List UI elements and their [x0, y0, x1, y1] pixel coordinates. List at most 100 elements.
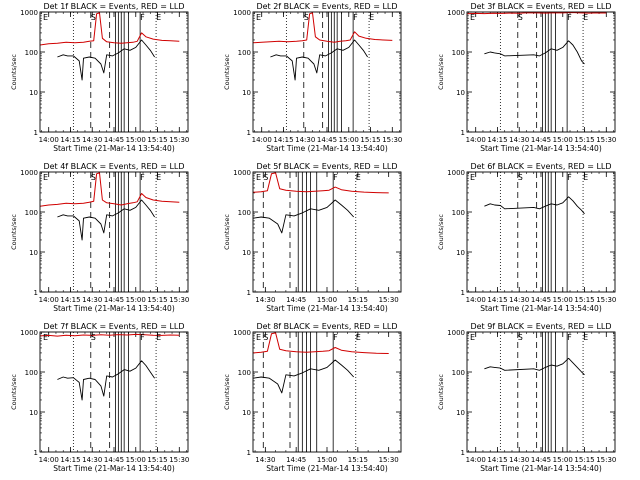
y-tick-label: 100 — [25, 49, 38, 57]
x-tick-label: 15:00 — [339, 136, 359, 144]
x-tick-label: 14:00 — [466, 296, 486, 304]
y-tick-label: 1000 — [20, 9, 38, 17]
x-tick-label: 14:15 — [60, 296, 80, 304]
panel-6: Det 6f BLACK = Events, RED = LLD 1 10 100 10… — [437, 162, 616, 313]
y-tick-label: 10 — [29, 249, 38, 257]
marker-label: E — [470, 173, 475, 182]
event-lines — [499, 172, 584, 292]
marker-label: F — [140, 13, 145, 22]
x-tick-label: 15:00 — [317, 456, 337, 464]
series-group — [253, 12, 393, 81]
y-tick-label: 1 — [247, 289, 251, 297]
marker-label: E — [470, 13, 475, 22]
panel-title: Det 4f BLACK = Events, RED = LLD — [43, 162, 184, 171]
y-tick-label: 1 — [247, 449, 251, 457]
y-tick-label: 100 — [452, 369, 465, 377]
x-tick-label: 15:00 — [126, 136, 146, 144]
marker-label: F — [353, 13, 358, 22]
events-rate-line — [253, 359, 355, 394]
y-axis-label: Counts/sec — [437, 214, 445, 250]
event-lines — [499, 332, 584, 452]
marker-label: E — [470, 333, 475, 342]
y-tick-label: 1000 — [233, 169, 251, 177]
plot-frame — [252, 171, 402, 293]
panel-title: Det 1f BLACK = Events, RED = LLD — [43, 2, 184, 11]
y-tick-label: 1 — [461, 449, 465, 457]
lld-rate-line — [40, 12, 180, 46]
plot-frame — [466, 331, 616, 453]
x-tick-label: 15:15 — [147, 456, 167, 464]
lld-rate-line — [467, 12, 607, 15]
y-tick-label: 100 — [238, 369, 251, 377]
y-tick-label: 100 — [238, 49, 251, 57]
x-tick-label: 14:00 — [39, 296, 59, 304]
marker-label: F — [567, 333, 572, 342]
panel-4: Det 4f BLACK = Events, RED = LLD 1 10 100 10… — [10, 162, 189, 313]
y-tick-label: 1000 — [447, 169, 465, 177]
y-axis-label: Counts/sec — [223, 54, 231, 90]
marker-label: E — [583, 13, 588, 22]
y-tick-label: 1 — [34, 449, 38, 457]
marker-label: F — [333, 333, 338, 342]
series-group — [40, 12, 180, 81]
x-tick-label: 14:30 — [82, 296, 102, 304]
lld-rate-line — [40, 172, 180, 207]
x-axis-label: Start Time (21-Mar-14 13:54:40) — [480, 144, 602, 153]
marker-label: E — [369, 13, 374, 22]
panel-3: Det 3f BLACK = Events, RED = LLD 1 10 100 10… — [437, 2, 616, 153]
y-tick-label: 1000 — [447, 9, 465, 17]
y-tick-label: 100 — [25, 369, 38, 377]
plot-frame — [39, 11, 189, 133]
marker-label: F — [333, 173, 338, 182]
marker-label: E — [43, 13, 48, 22]
marker-label: S — [518, 13, 523, 22]
x-tick-label: 15:30 — [596, 136, 616, 144]
x-tick-label: 15:00 — [126, 296, 146, 304]
marker-label: S — [518, 333, 523, 342]
x-tick-label: 15:15 — [348, 296, 368, 304]
events-rate-line — [484, 357, 585, 376]
y-tick-label: 10 — [242, 249, 251, 257]
y-tick-label: 10 — [29, 89, 38, 97]
y-tick-label: 10 — [242, 409, 251, 417]
panel-5: Det 5f BLACK = Events, RED = LLD 1 10 100 10… — [223, 162, 402, 313]
plot-frame — [466, 171, 616, 293]
y-axis-label: Counts/sec — [223, 374, 231, 410]
event-lines — [72, 172, 157, 292]
y-tick-label: 10 — [456, 89, 465, 97]
panel-title: Det 9f BLACK = Events, RED = LLD — [470, 322, 611, 331]
y-tick-label: 100 — [238, 209, 251, 217]
x-axis-label: Start Time (21-Mar-14 13:54:40) — [53, 144, 175, 153]
event-lines — [285, 12, 370, 132]
x-tick-label: 15:00 — [553, 136, 573, 144]
marker-label: E — [43, 333, 48, 342]
x-tick-label: 15:15 — [574, 456, 594, 464]
marker-label: S — [263, 333, 268, 342]
series-group — [40, 333, 180, 401]
y-tick-label: 100 — [452, 209, 465, 217]
y-axis-label: Counts/sec — [223, 214, 231, 250]
marker-label: E — [583, 333, 588, 342]
x-tick-label: 14:45 — [317, 136, 337, 144]
panel-title: Det 2f BLACK = Events, RED = LLD — [256, 2, 397, 11]
panel-title: Det 5f BLACK = Events, RED = LLD — [256, 162, 397, 171]
lld-rate-line — [253, 172, 389, 194]
x-axis-label: Start Time (21-Mar-14 13:54:40) — [266, 464, 388, 473]
x-tick-label: 15:15 — [574, 136, 594, 144]
marker-label: F — [567, 173, 572, 182]
x-tick-label: 14:00 — [39, 456, 59, 464]
x-tick-label: 14:15 — [60, 456, 80, 464]
x-tick-label: 15:30 — [169, 136, 189, 144]
marker-label: S — [91, 333, 96, 342]
events-rate-line — [57, 360, 155, 401]
x-tick-label: 14:30 — [509, 456, 529, 464]
event-lines — [72, 12, 157, 132]
x-tick-label: 14:45 — [286, 296, 306, 304]
marker-label: E — [256, 13, 261, 22]
x-tick-label: 14:30 — [82, 136, 102, 144]
panel-title: Det 3f BLACK = Events, RED = LLD — [470, 2, 611, 11]
series-group — [484, 196, 585, 215]
x-tick-label: 14:45 — [104, 456, 124, 464]
event-lines — [499, 12, 584, 132]
